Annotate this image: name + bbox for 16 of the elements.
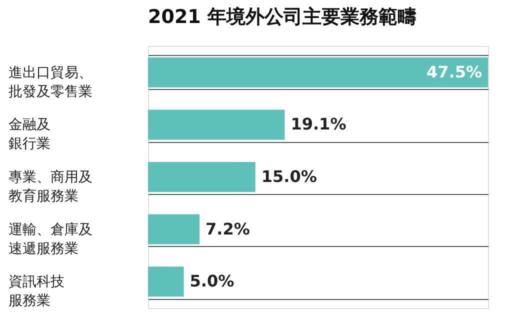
y-tick-label: 進出口貿易、批發及零售業 — [8, 64, 92, 100]
data-label: 5.0% — [190, 272, 234, 291]
y-tick-label: 資訊科技服務業 — [8, 274, 64, 310]
y-tick-label: 專業、商用及教育服務業 — [8, 170, 92, 204]
data-label: 15.0% — [261, 167, 317, 186]
chart-title: 2021 年境外公司主要業務範疇 — [148, 6, 416, 28]
bar — [148, 110, 285, 140]
y-tick-label: 運輸、倉庫及速遞服務業 — [8, 222, 92, 257]
data-label: 47.5% — [426, 62, 482, 82]
data-label: 19.1% — [290, 114, 346, 134]
bar — [148, 266, 184, 297]
data-label: 7.2% — [206, 219, 250, 238]
bar — [148, 214, 200, 244]
bar — [148, 57, 488, 88]
y-tick-label: 金融及銀行業 — [8, 117, 50, 152]
bar — [148, 162, 256, 192]
